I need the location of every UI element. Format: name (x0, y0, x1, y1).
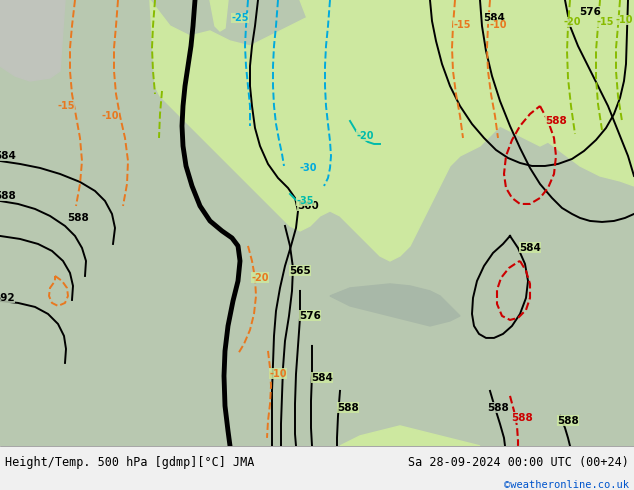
Text: -20: -20 (251, 273, 269, 283)
Polygon shape (330, 284, 460, 326)
Text: 584: 584 (483, 13, 505, 23)
Polygon shape (150, 0, 634, 261)
Text: 588: 588 (545, 116, 567, 126)
Text: -15: -15 (596, 17, 614, 27)
Text: 560: 560 (297, 201, 319, 211)
Text: 584: 584 (519, 243, 541, 253)
Text: -35: -35 (296, 196, 314, 206)
Text: 588: 588 (0, 191, 16, 201)
Polygon shape (0, 0, 65, 81)
Text: 576: 576 (299, 311, 321, 321)
Text: 576: 576 (579, 7, 601, 17)
Text: 588: 588 (67, 213, 89, 223)
Text: -10: -10 (615, 15, 633, 25)
Polygon shape (300, 0, 370, 51)
Text: -10: -10 (101, 111, 119, 121)
Text: -10: -10 (269, 369, 287, 379)
Polygon shape (20, 0, 48, 26)
Text: 584: 584 (0, 151, 16, 161)
Text: ©weatheronline.co.uk: ©weatheronline.co.uk (504, 480, 629, 490)
Text: 584: 584 (311, 373, 333, 383)
Text: -30: -30 (299, 163, 317, 173)
Text: 592: 592 (0, 293, 15, 303)
Polygon shape (340, 426, 480, 446)
Text: Height/Temp. 500 hPa [gdmp][°C] JMA: Height/Temp. 500 hPa [gdmp][°C] JMA (5, 456, 254, 469)
Text: -15: -15 (57, 101, 75, 111)
Text: 565: 565 (289, 266, 311, 276)
Text: -15: -15 (453, 20, 471, 30)
Text: 588: 588 (487, 403, 509, 413)
Text: -20: -20 (563, 17, 581, 27)
Polygon shape (500, 0, 634, 186)
Text: 588: 588 (337, 403, 359, 413)
Polygon shape (210, 0, 228, 31)
Text: -10: -10 (489, 20, 507, 30)
Text: 588: 588 (557, 416, 579, 426)
Text: Sa 28-09-2024 00:00 UTC (00+24): Sa 28-09-2024 00:00 UTC (00+24) (408, 456, 629, 469)
Text: 588: 588 (511, 413, 533, 423)
Text: -25: -25 (231, 13, 249, 23)
Text: -20: -20 (356, 131, 374, 141)
